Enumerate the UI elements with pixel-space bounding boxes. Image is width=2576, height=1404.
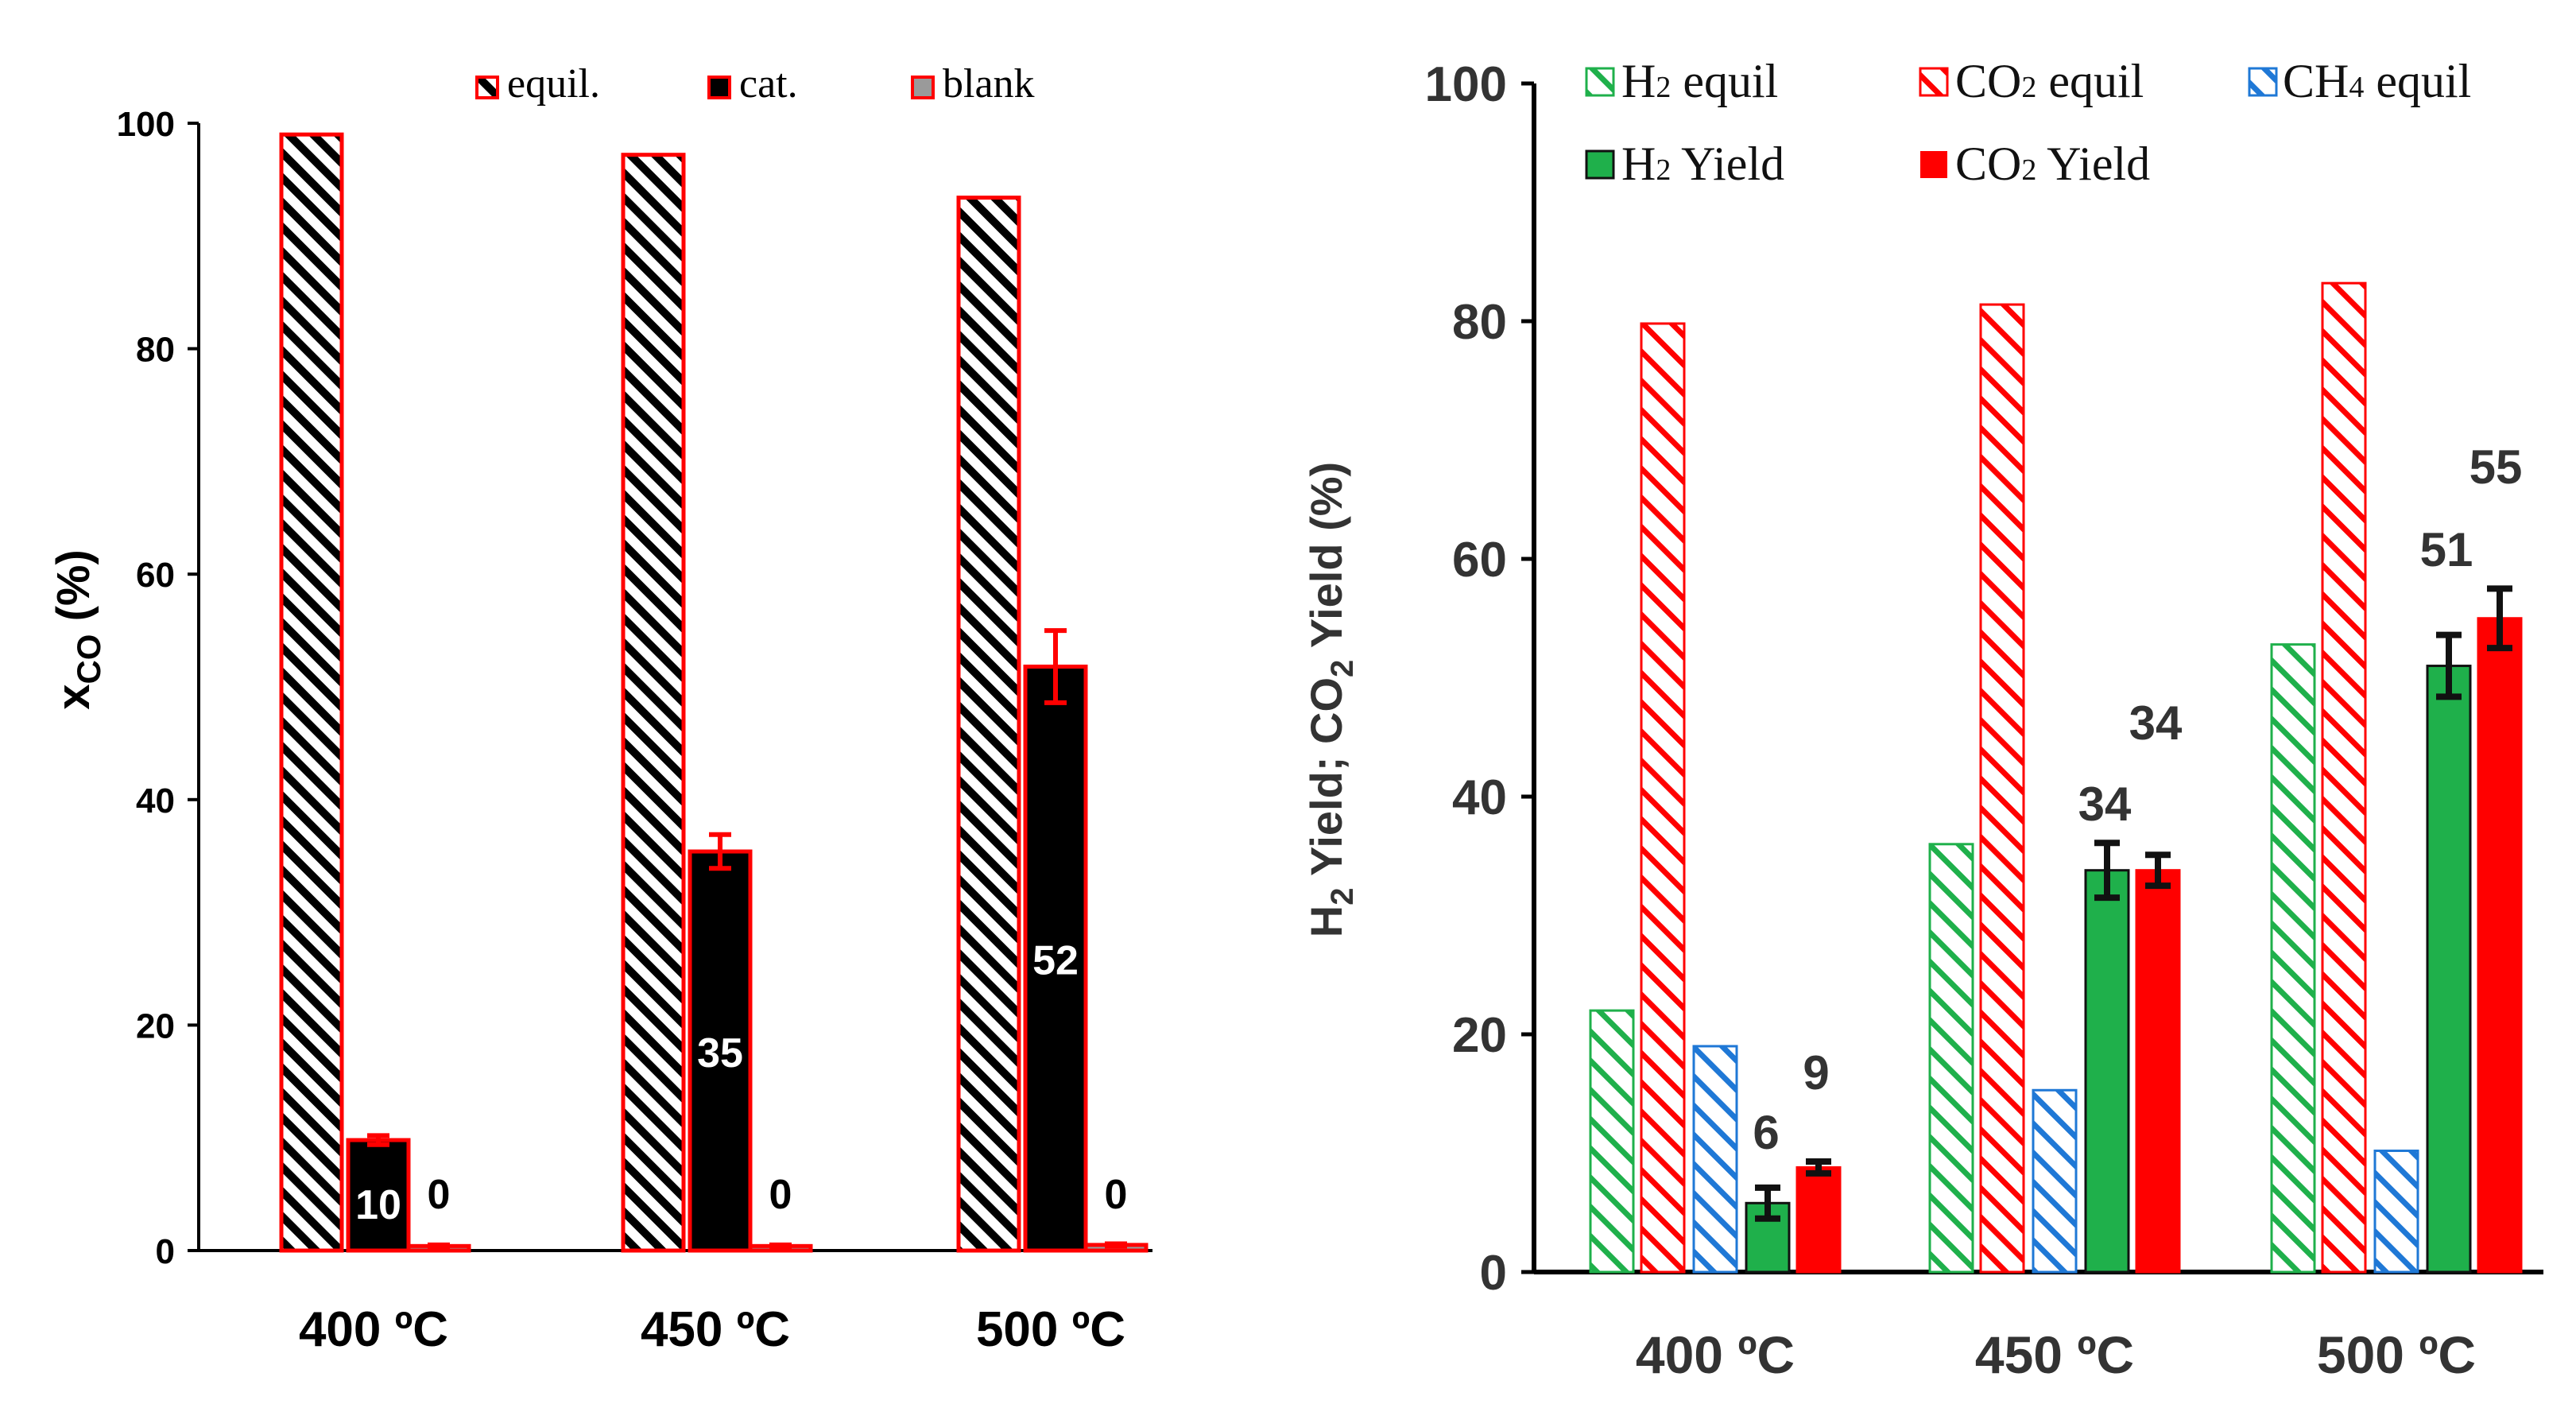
left-legend: equil. cat. blank bbox=[475, 61, 1035, 107]
right-bar-ch4-equil-500-c bbox=[2373, 1150, 2419, 1274]
left-y-tick-label: 100 bbox=[117, 105, 175, 144]
legend-swatch-co2-equil bbox=[1919, 67, 1949, 97]
legend-label-blank: blank bbox=[943, 61, 1035, 107]
right-bar-co2-equil-400-c bbox=[1640, 322, 1686, 1274]
right-bar-ch4-equil-400-c bbox=[1692, 1045, 1738, 1274]
right-bar-h2-equil-400-c bbox=[1589, 1009, 1635, 1274]
right-bar-co2-yield-500-c bbox=[2477, 617, 2523, 1274]
left-chart: 0 20 40 60 80 100 400 ºC 450 ºC 500 ºC 10 35 52 0 0 0… bbox=[48, 61, 1152, 1357]
right-y-axis-label: H2 Yield; CO2 Yield (%) bbox=[1301, 462, 1360, 937]
right-data-label: 6 bbox=[1753, 1106, 1779, 1159]
left-data-label: 0 bbox=[428, 1172, 451, 1218]
legend-label-co2-yield: CO2 Yield bbox=[1955, 138, 2150, 190]
left-data-label: 52 bbox=[1032, 938, 1079, 984]
legend-label-equil: equil. bbox=[507, 61, 600, 107]
legend-swatch-equil bbox=[475, 76, 499, 99]
right-bar-co2-yield-400-c bbox=[1795, 1165, 1842, 1274]
left-bar-equil-500-c bbox=[956, 196, 1021, 1253]
left-y-tick-label: 60 bbox=[136, 556, 175, 595]
left-bar-equil-450-c bbox=[621, 153, 686, 1253]
right-y-tick-label: 40 bbox=[1452, 770, 1507, 825]
legend-item-h2-equil: H2 equil bbox=[1585, 55, 1778, 107]
left-x-tick-label: 450 ºC bbox=[641, 1302, 790, 1357]
right-bars bbox=[1589, 281, 2523, 1274]
right-y-tick-label: 100 bbox=[1425, 57, 1507, 112]
right-data-labels: 6 34 51 9 34 55 bbox=[1753, 440, 2522, 1159]
left-y-tick-label: 20 bbox=[136, 1006, 175, 1045]
left-bars bbox=[279, 132, 1149, 1253]
legend-label-h2-yield: H2 Yield bbox=[1621, 138, 1784, 190]
left-x-tick-label: 500 ºC bbox=[976, 1302, 1125, 1357]
legend-swatch-h2-yield bbox=[1585, 149, 1615, 180]
left-y-tick-label: 40 bbox=[136, 782, 175, 820]
left-x-tick-label: 400 ºC bbox=[299, 1302, 448, 1357]
right-x-tick-label: 450 ºC bbox=[1975, 1325, 2134, 1384]
legend-label-ch4-equil: CH4 equil bbox=[2283, 55, 2471, 107]
right-x-tick-label: 500 ºC bbox=[2317, 1325, 2476, 1384]
left-data-labels: 10 35 52 0 0 0 bbox=[355, 938, 1127, 1228]
right-bar-h2-yield-500-c bbox=[2426, 665, 2472, 1274]
right-bar-co2-yield-450-c bbox=[2135, 869, 2181, 1274]
left-bar-cat-450-c bbox=[688, 849, 753, 1253]
legend-label-co2-equil: CO2 equil bbox=[1955, 55, 2144, 107]
right-bar-ch4-equil-450-c bbox=[2032, 1088, 2078, 1274]
left-bar-equil-400-c bbox=[279, 132, 344, 1253]
legend-item-co2-yield: CO2 Yield bbox=[1920, 138, 2150, 190]
left-data-label: 35 bbox=[697, 1030, 743, 1076]
legend-swatch-co2-yield bbox=[1920, 151, 1947, 178]
left-y-tick-label: 80 bbox=[136, 331, 175, 370]
left-y-tick-label: 0 bbox=[156, 1232, 175, 1271]
legend-swatch-ch4-equil bbox=[2248, 67, 2278, 97]
legend-label-h2-equil: H2 equil bbox=[1621, 55, 1778, 107]
right-bar-co2-equil-500-c bbox=[2321, 281, 2367, 1274]
right-y-tick-label: 0 bbox=[1480, 1246, 1507, 1301]
right-y-tick-label: 60 bbox=[1452, 533, 1507, 588]
left-data-label: 0 bbox=[1105, 1172, 1128, 1218]
right-data-label: 34 bbox=[2078, 778, 2132, 831]
legend-item-ch4-equil: CH4 equil bbox=[2248, 55, 2471, 107]
right-bar-h2-equil-450-c bbox=[1928, 843, 1974, 1274]
legend-item-cat: cat. bbox=[707, 61, 798, 107]
right-y-tick-label: 80 bbox=[1452, 295, 1507, 350]
right-data-label: 51 bbox=[2420, 523, 2473, 576]
legend-swatch-blank bbox=[911, 76, 935, 99]
left-y-axis-label: xCO (%) bbox=[48, 549, 107, 710]
left-data-label: 0 bbox=[769, 1172, 792, 1218]
right-chart: 0 20 40 60 80 100 400 ºC 450 ºC 500 ºC 6 34 51 9 34 5… bbox=[1301, 55, 2543, 1384]
right-data-label: 34 bbox=[2129, 696, 2183, 750]
legend-item-blank: blank bbox=[911, 61, 1035, 107]
right-data-label: 55 bbox=[2469, 440, 2523, 494]
right-bar-h2-yield-450-c bbox=[2084, 869, 2130, 1274]
right-bar-co2-equil-450-c bbox=[1979, 303, 2025, 1274]
right-bar-h2-equil-500-c bbox=[2270, 643, 2316, 1274]
right-legend: H2 equil CO2 equil CH4 equil H2 Yield CO… bbox=[1585, 55, 2471, 190]
legend-item-equil: equil. bbox=[475, 61, 600, 107]
legend-item-co2-equil: CO2 equil bbox=[1919, 55, 2144, 107]
right-x-tick-label: 400 ºC bbox=[1636, 1325, 1795, 1384]
legend-swatch-h2-equil bbox=[1585, 67, 1615, 97]
right-y-tick-label: 20 bbox=[1452, 1008, 1507, 1063]
right-data-label: 9 bbox=[1803, 1046, 1829, 1100]
left-data-label: 10 bbox=[355, 1182, 401, 1228]
legend-label-cat: cat. bbox=[739, 61, 798, 107]
legend-swatch-cat bbox=[707, 76, 731, 99]
legend-item-h2-yield: H2 Yield bbox=[1585, 138, 1784, 190]
